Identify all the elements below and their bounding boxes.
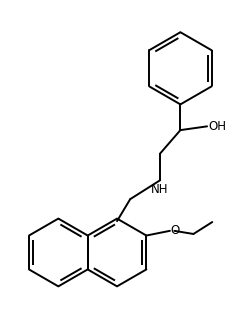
Text: O: O <box>170 224 179 237</box>
Text: NH: NH <box>151 183 168 196</box>
Text: OH: OH <box>208 120 226 133</box>
